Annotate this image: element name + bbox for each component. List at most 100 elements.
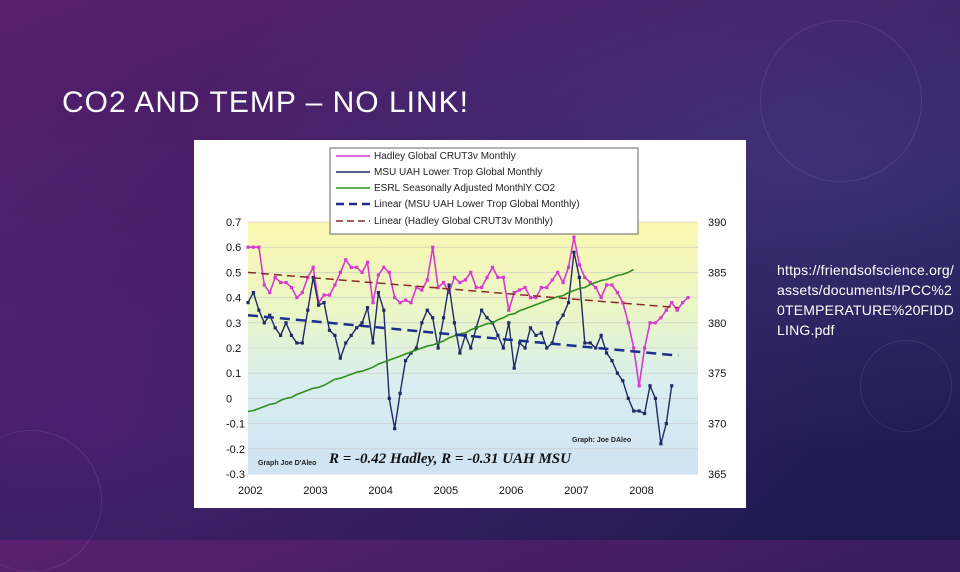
y-tick-label: 0.1: [226, 368, 241, 380]
data-point: [251, 245, 256, 249]
data-point: [670, 384, 674, 388]
data-point: [577, 263, 581, 267]
decorative-ring: [860, 340, 952, 432]
data-point: [501, 346, 505, 350]
data-point: [284, 280, 288, 285]
data-point: [376, 273, 380, 277]
data-point: [273, 275, 277, 280]
data-point: [664, 422, 668, 426]
data-point: [528, 326, 533, 330]
y2-tick-label: 370: [708, 419, 726, 431]
data-point: [284, 321, 288, 325]
series-hadley: [248, 236, 689, 386]
data-point: [583, 275, 587, 280]
x-tick-label: 2004: [368, 485, 392, 497]
data-point: [626, 321, 630, 325]
data-point: [251, 290, 256, 295]
x-tick-label: 2006: [499, 485, 523, 497]
data-point: [648, 321, 652, 325]
data-point: [246, 301, 250, 305]
data-point: [583, 341, 587, 345]
data-point: [534, 333, 538, 337]
data-point: [556, 270, 560, 274]
data-point: [322, 301, 326, 305]
x-tick-label: 2003: [303, 485, 327, 497]
data-point: [409, 301, 413, 305]
data-point: [637, 384, 641, 388]
data-point: [566, 265, 571, 269]
data-point: [431, 316, 435, 320]
data-point: [480, 308, 484, 312]
series-co2: [247, 268, 635, 413]
data-point: [420, 321, 424, 325]
data-point: [545, 285, 549, 290]
data-point: [458, 280, 462, 285]
data-point: [322, 293, 326, 297]
data-point: [414, 346, 419, 350]
chart: 0.7 0.6 0.5 0.4 0.3 0.2 0.1 0 -0.1 -0.2 -0.3 390 38…: [226, 147, 726, 497]
data-point: [659, 316, 663, 320]
source-url[interactable]: https://friendsofscience.org/assets/docu…: [777, 262, 955, 338]
y2-tick-label: 390: [708, 217, 726, 229]
slide-title: CO2 AND TEMP – NO LINK!: [62, 86, 470, 119]
data-point: [344, 258, 348, 262]
data-point: [615, 290, 620, 295]
data-point: [447, 283, 451, 287]
data-point: [534, 296, 538, 300]
data-point: [349, 265, 353, 269]
data-point: [572, 235, 576, 239]
data-point: [311, 265, 315, 269]
data-point: [621, 301, 625, 305]
x-tick-label: 2005: [434, 485, 458, 497]
data-point: [436, 285, 440, 290]
data-point: [393, 296, 397, 300]
data-point: [588, 280, 592, 285]
data-point: [333, 283, 337, 287]
data-point: [572, 250, 576, 254]
y-tick-label: 0.7: [226, 217, 241, 229]
data-point: [653, 321, 658, 325]
data-point: [523, 285, 527, 290]
x-tick-label: 2007: [564, 485, 588, 497]
data-point: [257, 245, 261, 249]
data-point: [425, 308, 429, 312]
data-point: [681, 301, 685, 305]
data-point: [561, 280, 565, 285]
data-point: [355, 326, 359, 330]
data-point: [257, 308, 261, 312]
data-point: [632, 409, 636, 413]
data-point: [480, 285, 484, 290]
data-point: [496, 275, 500, 280]
data-point: [637, 409, 641, 413]
data-point: [398, 391, 402, 395]
legend-label-msu: MSU UAH Lower Trop Global Monthly: [374, 167, 542, 178]
data-point: [349, 333, 353, 337]
y-tick-label: 0.2: [226, 343, 241, 355]
data-point: [360, 270, 364, 274]
data-point: [268, 290, 272, 295]
data-point: [610, 359, 614, 363]
data-point: [594, 346, 598, 350]
data-point: [528, 296, 533, 300]
data-point: [425, 278, 429, 282]
data-point: [518, 288, 522, 292]
data-point: [268, 313, 272, 317]
data-point: [588, 341, 592, 345]
data-point: [621, 379, 625, 383]
data-point: [664, 308, 668, 312]
data-point: [523, 346, 527, 350]
data-point: [306, 308, 310, 312]
data-point: [360, 321, 364, 325]
data-point: [344, 341, 348, 345]
data-point: [273, 326, 277, 330]
data-point: [317, 303, 321, 307]
data-point: [512, 366, 516, 370]
data-point: [485, 316, 489, 320]
data-point: [278, 333, 283, 337]
y-tick-label: 0.3: [226, 318, 241, 330]
data-point: [604, 283, 609, 287]
data-point: [642, 346, 647, 350]
y-tick-label: -0.3: [226, 469, 245, 481]
data-point: [278, 280, 283, 285]
data-point: [539, 285, 543, 290]
